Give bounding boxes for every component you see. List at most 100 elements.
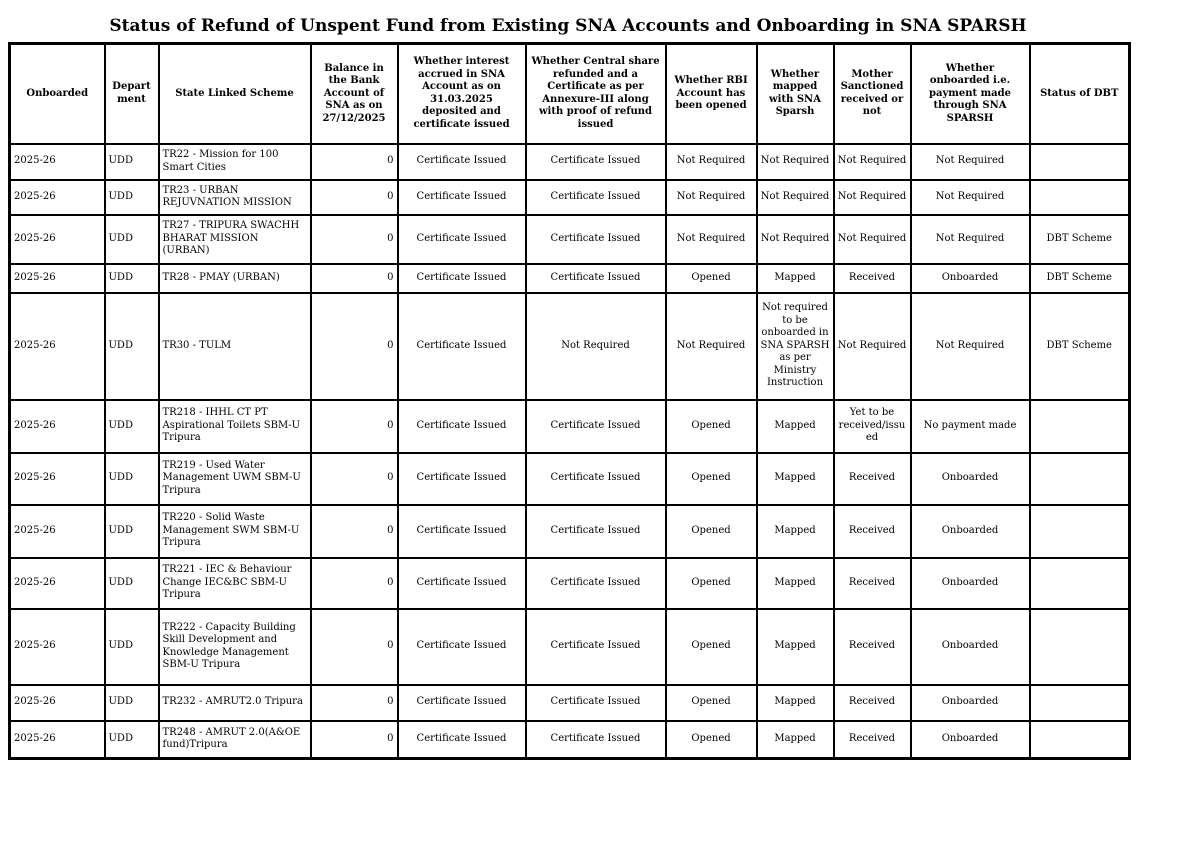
table-cell: Not Required (755, 213, 835, 265)
table-cell: Certificate Issued (524, 503, 667, 559)
table-row: 2025-26 UDD TR22 - Mission for 100 Smart C… (8, 142, 1131, 181)
table-cell: Not Required (832, 142, 912, 181)
table-cell (1028, 178, 1131, 216)
table-cell: 2025-26 (8, 503, 106, 559)
table-cell (1028, 556, 1131, 610)
table-row: 2025-26 UDD TR220 - Solid Waste Management… (8, 503, 1131, 559)
table-cell: Opened (664, 607, 758, 686)
table-cell: Opened (664, 503, 758, 559)
table-cell: TR30 - TULM (157, 291, 312, 401)
table-cell: Certificate Issued (524, 719, 667, 760)
table-body: 2025-26 UDD TR22 - Mission for 100 Smart C… (8, 142, 1131, 760)
table-cell: Mapped (755, 398, 835, 454)
table-cell: Certificate Issued (396, 503, 527, 559)
table-cell: UDD (103, 503, 160, 559)
table-cell: Certificate Issued (396, 556, 527, 610)
table-cell: TR221 - IEC & Behaviour Change IEC&BC SB… (157, 556, 312, 610)
table-cell: Mapped (755, 607, 835, 686)
table-cell: Mapped (755, 451, 835, 506)
table-cell: 0 (309, 291, 399, 401)
table-row: 2025-26 UDD TR27 - TRIPURA SWACHH BHARAT M… (8, 213, 1131, 265)
table-cell: TR219 - Used Water Management UWM SBM-U … (157, 451, 312, 506)
table-cell: Certificate Issued (524, 178, 667, 216)
table-cell (1028, 451, 1131, 506)
column-header: Balance in the Bank Account of SNA as on… (309, 42, 399, 145)
table-cell: Certificate Issued (396, 607, 527, 686)
table-cell: Received (832, 556, 912, 610)
table-cell: Certificate Issued (396, 262, 527, 294)
refund-status-table: Onboarded Department State Linked Scheme Ba… (8, 42, 1131, 760)
table-cell (1028, 607, 1131, 686)
table-row: 2025-26 UDD TR248 - AMRUT 2.0(A&OE fund)Tr… (8, 719, 1131, 760)
table-cell: Opened (664, 451, 758, 506)
table-cell: Not Required (524, 291, 667, 401)
table-cell: Certificate Issued (396, 213, 527, 265)
table-cell: Not Required (909, 178, 1031, 216)
column-header: Status of DBT (1028, 42, 1131, 145)
table-cell: Received (832, 719, 912, 760)
table-cell: Certificate Issued (524, 142, 667, 181)
table-cell: Received (832, 503, 912, 559)
table-cell: 2025-26 (8, 178, 106, 216)
table-cell: Not Required (664, 142, 758, 181)
table-cell: UDD (103, 607, 160, 686)
table-cell: Certificate Issued (524, 213, 667, 265)
table-cell: Not Required (909, 142, 1031, 181)
table-cell: Opened (664, 398, 758, 454)
table-cell: No payment made (909, 398, 1031, 454)
table-cell: Not Required (832, 213, 912, 265)
table-cell: Not Required (832, 291, 912, 401)
table-cell: Onboarded (909, 451, 1031, 506)
table-cell: 0 (309, 683, 399, 722)
table-cell: Certificate Issued (524, 556, 667, 610)
table-cell: UDD (103, 262, 160, 294)
table-cell: Not Required (664, 178, 758, 216)
table-cell: TR218 - IHHL CT PT Aspirational Toilets … (157, 398, 312, 454)
table-cell: Certificate Issued (396, 398, 527, 454)
table-row: 2025-26 UDD TR28 - PMAY (URBAN) 0 Certificat… (8, 262, 1131, 294)
table-cell (1028, 398, 1131, 454)
table-cell: Certificate Issued (524, 398, 667, 454)
table-cell: 0 (309, 451, 399, 506)
column-header: Whether onboarded i.e. payment made thro… (909, 42, 1031, 145)
table-cell (1028, 683, 1131, 722)
table-cell: UDD (103, 142, 160, 181)
table-cell: Opened (664, 262, 758, 294)
table-cell: 2025-26 (8, 213, 106, 265)
table-cell: 2025-26 (8, 262, 106, 294)
table-cell: TR222 - Capacity Building Skill Developm… (157, 607, 312, 686)
table-cell: UDD (103, 291, 160, 401)
table-row: 2025-26 UDD TR218 - IHHL CT PT Aspirationa… (8, 398, 1131, 454)
table-cell: Certificate Issued (396, 683, 527, 722)
table-cell: DBT Scheme (1028, 213, 1131, 265)
column-header: Whether interest accrued in SNA Account … (396, 42, 527, 145)
table-cell: Certificate Issued (524, 607, 667, 686)
column-header: Onboarded (8, 42, 106, 145)
table-cell: Certificate Issued (524, 262, 667, 294)
table-cell: UDD (103, 556, 160, 610)
table-cell: UDD (103, 213, 160, 265)
table-cell: Mapped (755, 262, 835, 294)
table-cell: Mapped (755, 556, 835, 610)
column-header: Whether mapped with SNA Sparsh (755, 42, 835, 145)
table-cell: Not Required (909, 291, 1031, 401)
table-cell: 2025-26 (8, 719, 106, 760)
table-cell: Received (832, 451, 912, 506)
table-row: 2025-26 UDD TR222 - Capacity Building Skil… (8, 607, 1131, 686)
table-cell: TR28 - PMAY (URBAN) (157, 262, 312, 294)
table-cell: Not Required (664, 213, 758, 265)
table-cell: Onboarded (909, 503, 1031, 559)
table-cell (1028, 503, 1131, 559)
table-cell: 2025-26 (8, 556, 106, 610)
table-cell: TR248 - AMRUT 2.0(A&OE fund)Tripura (157, 719, 312, 760)
table-cell: Mapped (755, 503, 835, 559)
table-cell: 0 (309, 607, 399, 686)
table-cell: TR22 - Mission for 100 Smart Cities (157, 142, 312, 181)
table-row: 2025-26 UDD TR219 - Used Water Management … (8, 451, 1131, 506)
table-cell: Certificate Issued (396, 451, 527, 506)
column-header: Mother Sanctioned received or not (832, 42, 912, 145)
table-cell: Certificate Issued (396, 142, 527, 181)
table-cell: Certificate Issued (396, 291, 527, 401)
table-cell: 2025-26 (8, 683, 106, 722)
table-cell: Yet to be received/issued (832, 398, 912, 454)
